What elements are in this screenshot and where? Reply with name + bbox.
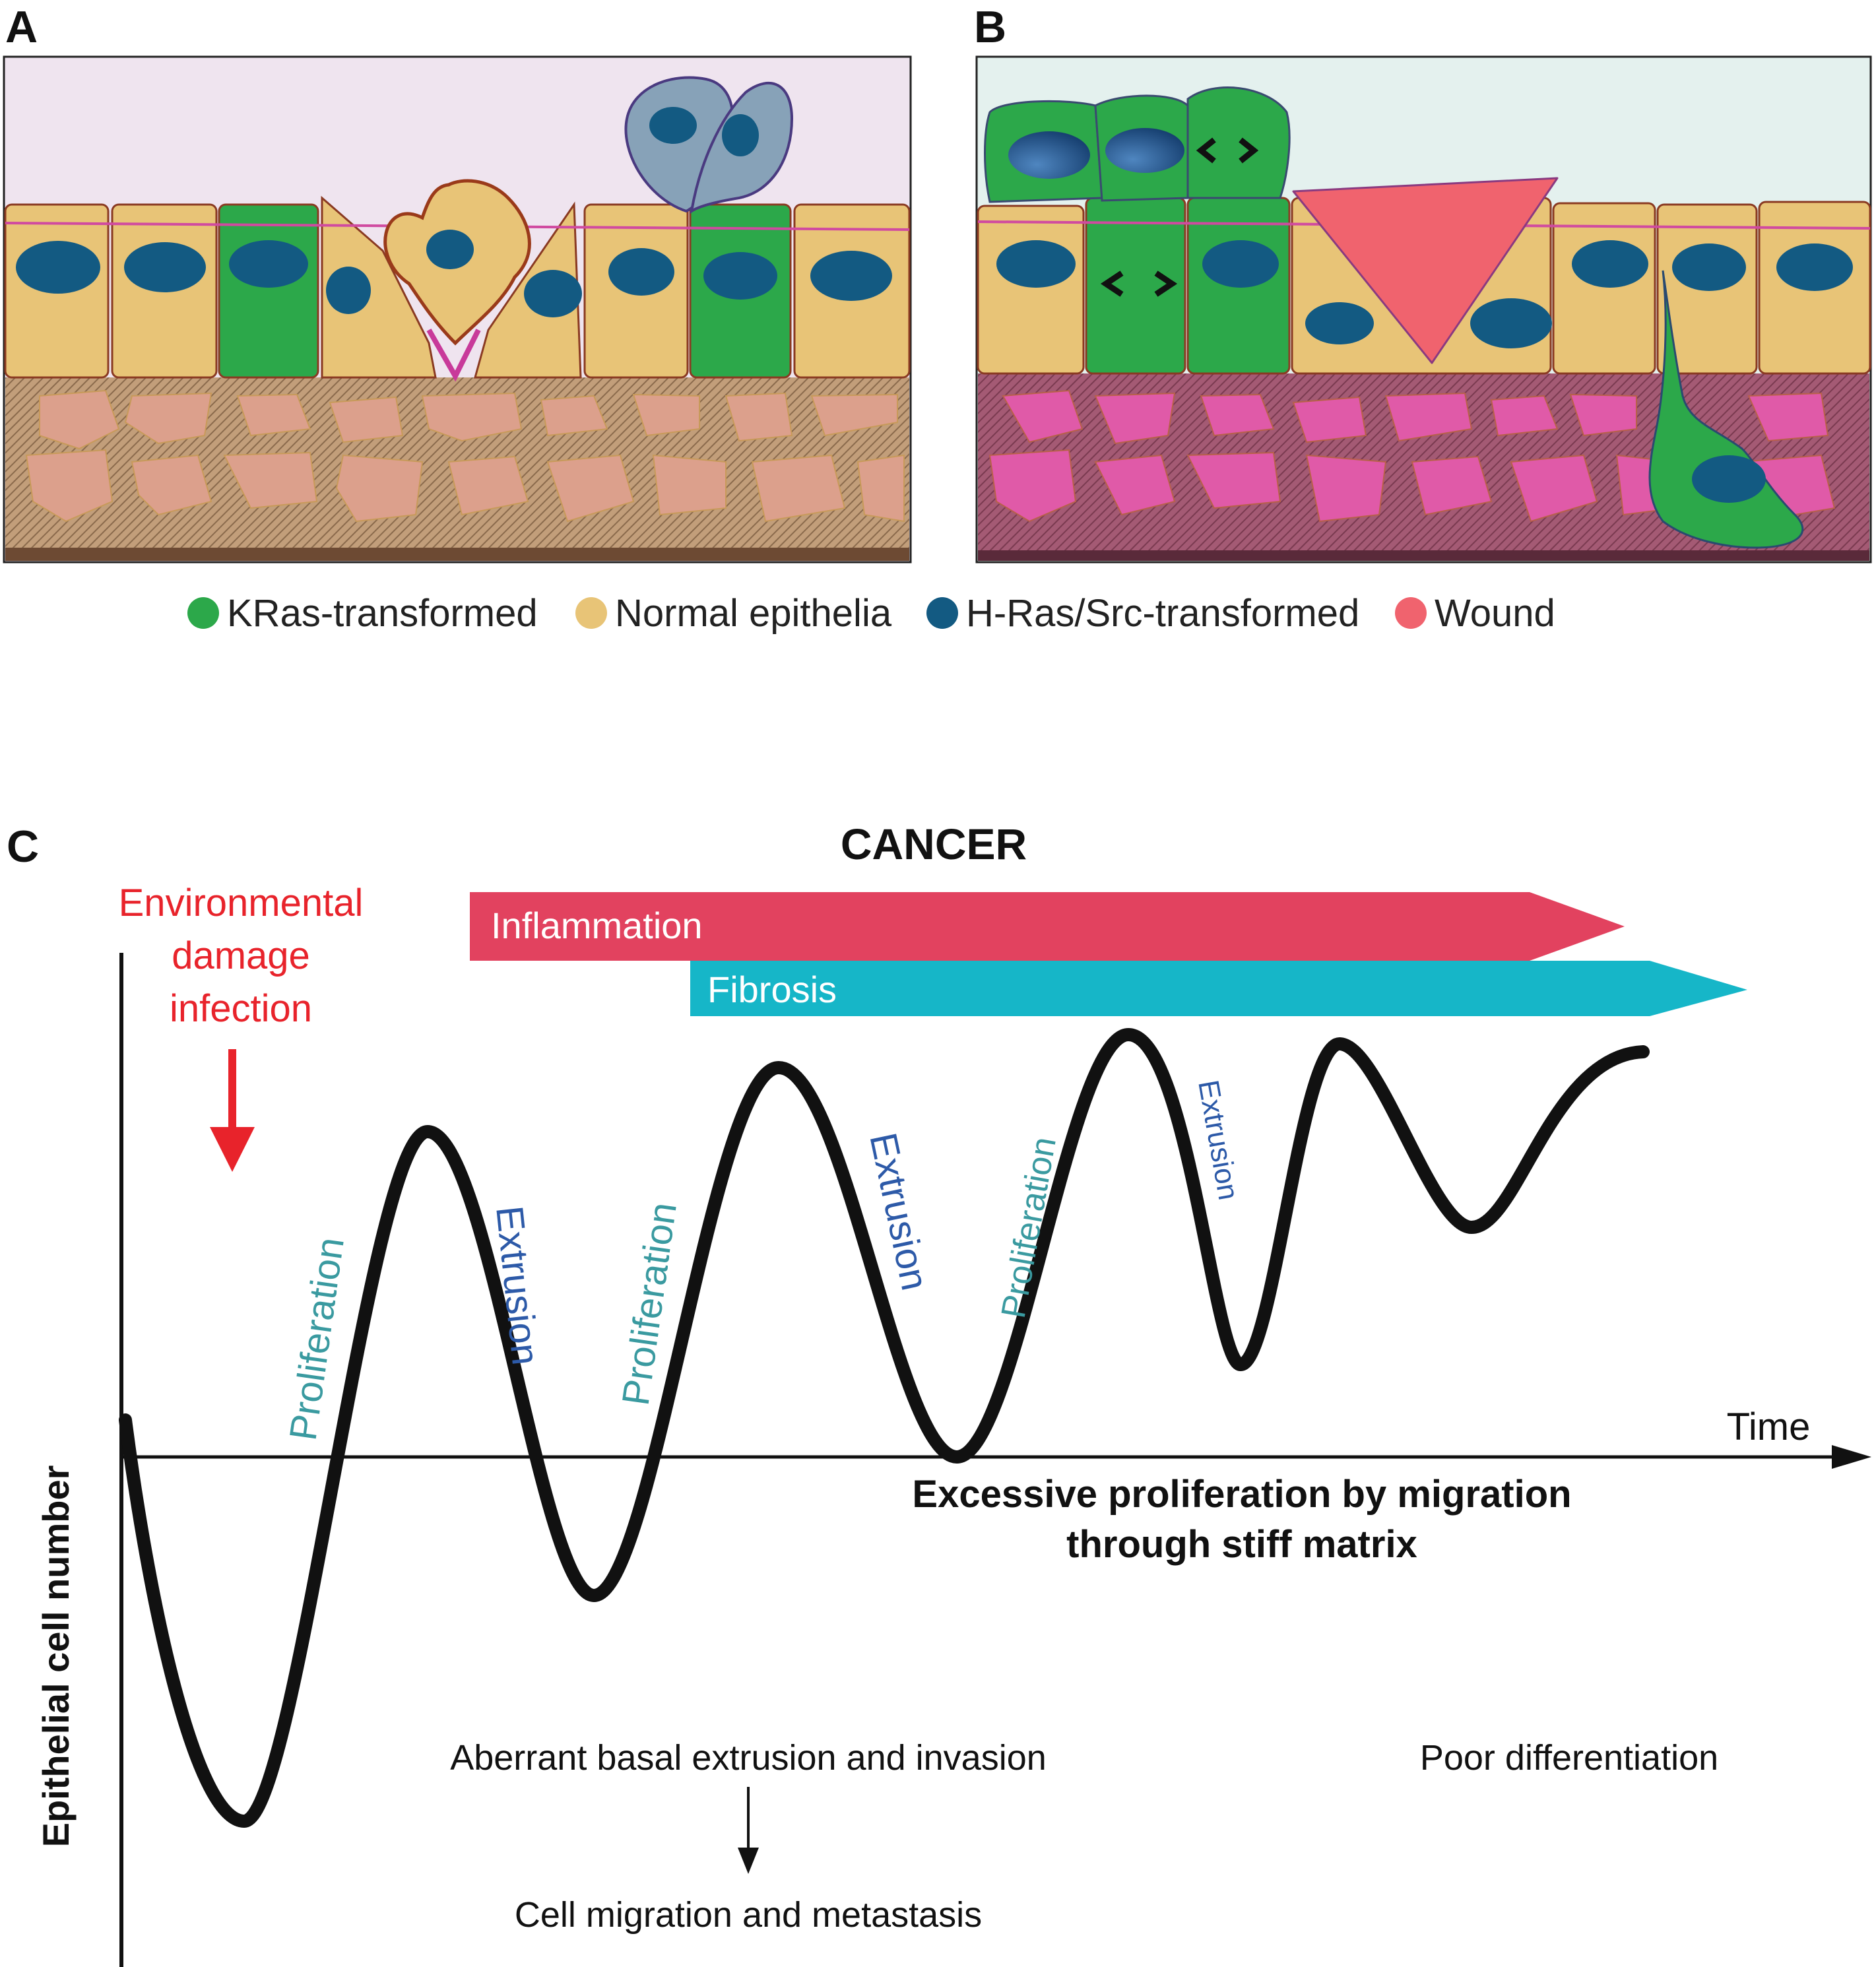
panel-b: B (974, 2, 1872, 564)
trigger-line-1: Environmental (119, 882, 364, 924)
inflammation-bar (470, 892, 1625, 961)
trigger-label: Environmental damage infection (119, 882, 364, 1030)
legend-label-normal: Normal epithelia (615, 592, 892, 635)
legend-item-kras: KRas-transformed (187, 592, 538, 635)
basement-a (5, 548, 909, 561)
note-proliferation-2: through stiff matrix (1066, 1523, 1417, 1566)
basement-b (978, 550, 1869, 561)
note-differentiation: Poor differentiation (1420, 1738, 1718, 1778)
legend-item-wound: Wound (1395, 592, 1555, 635)
fibrosis-bar (690, 961, 1747, 1016)
legend: KRas-transformed Normal epithelia H-Ras/… (187, 592, 1555, 635)
nuclei-a (16, 230, 892, 317)
x-axis-arrow-icon (1832, 1445, 1871, 1469)
legend-swatch-hras (926, 597, 958, 629)
legend-label-hras: H-Ras/Src-transformed (966, 592, 1359, 635)
inflammation-label: Inflammation (491, 905, 703, 946)
legend-swatch-normal (575, 597, 607, 629)
wound (1292, 177, 1559, 364)
note-proliferation-1: Excessive proliferation by migration (912, 1473, 1571, 1516)
legend-swatch-kras (187, 597, 219, 629)
note-arrow-icon (738, 1848, 759, 1874)
y-axis-label: Epithelial cell number (35, 1466, 77, 1848)
trigger-arrow-icon (210, 1049, 255, 1172)
note-aberrant: Aberrant basal extrusion and invasion (450, 1738, 1047, 1778)
legend-item-normal: Normal epithelia (575, 592, 892, 635)
x-axis-label: Time (1727, 1405, 1811, 1448)
stroma-cells-a (25, 389, 905, 523)
panel-a: A (3, 2, 912, 564)
panel-c: C CANCER Environmental damage infection … (7, 820, 1871, 1967)
invading-nucleus (1692, 455, 1766, 503)
actomyosin-ring (426, 329, 481, 382)
note-migration: Cell migration and metastasis (515, 1895, 982, 1935)
legend-swatch-wound (1395, 597, 1427, 629)
stroma-cells-b (988, 389, 1836, 523)
trigger-line-2: damage (172, 934, 310, 977)
extruded-hras-cells (624, 76, 794, 214)
kras-nuclei (996, 128, 1853, 348)
legend-label-kras: KRas-transformed (227, 592, 538, 635)
extrusion-label-1: Extrusion (488, 1204, 547, 1367)
trigger-line-3: infection (170, 987, 312, 1030)
panel-b-label: B (974, 2, 1006, 52)
fibrosis-label: Fibrosis (707, 969, 837, 1010)
panel-c-label: C (7, 822, 39, 872)
mitosis-symbols (1100, 137, 1259, 297)
legend-item-hras: H-Ras/Src-transformed (926, 592, 1359, 635)
cell-number-curve (119, 1027, 1650, 1828)
panel-a-label: A (5, 2, 38, 52)
stage-notes: Excessive proliferation by migration thr… (450, 1473, 1718, 1935)
cancer-title: CANCER (841, 820, 1027, 868)
legend-label-wound: Wound (1435, 592, 1555, 635)
